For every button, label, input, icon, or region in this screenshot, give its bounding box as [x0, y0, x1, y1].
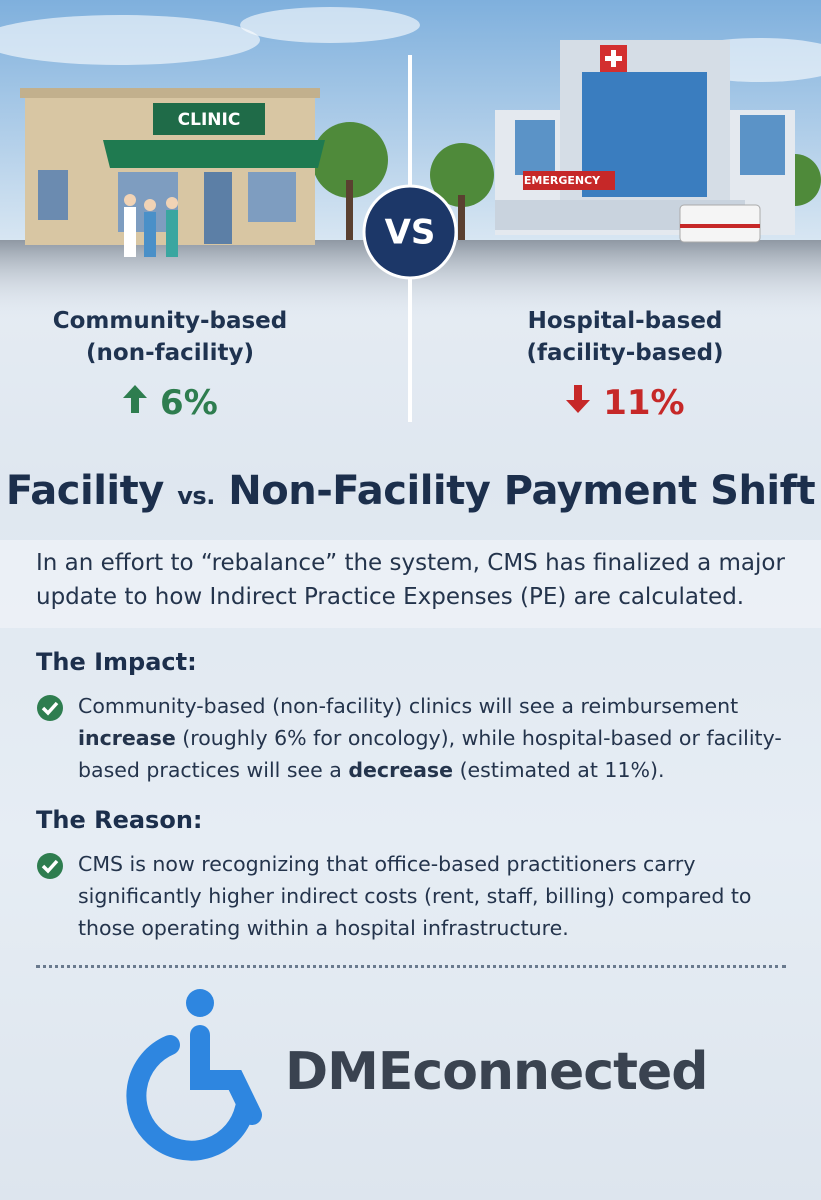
emphasis: increase: [78, 726, 176, 750]
tree: [312, 122, 388, 198]
arrow-shape: [566, 385, 591, 413]
text-segment: (roughly 6% for oncology), while hospita…: [78, 726, 782, 782]
headline-part: vs.: [177, 482, 215, 510]
clinic-sign: [153, 103, 265, 135]
person: [144, 212, 156, 257]
comparison-subtitle: (facility-based): [526, 340, 724, 366]
headline: Facility vs. Non-Facility Payment Shift: [0, 468, 821, 514]
clinic-roof: [20, 88, 320, 98]
ambulance-stripe: [680, 224, 760, 228]
section: The Reason: CMS is now recognizing that …: [36, 806, 796, 944]
check-icon: [37, 695, 63, 721]
arrow-shape: [123, 385, 148, 413]
clinic-sign-text: CLINIC: [178, 110, 241, 130]
arrow-icon: [123, 385, 148, 413]
cross: [605, 56, 622, 61]
emphasis: decrease: [348, 758, 454, 782]
logo-icon: [126, 989, 262, 1161]
text-segment: (estimated at 11%).: [453, 758, 665, 782]
change-value: 11%: [603, 383, 685, 423]
section-heading: The Impact:: [36, 648, 197, 676]
person: [124, 207, 136, 257]
change-value: 6%: [160, 383, 218, 423]
comparison: Hospital-based (facility-based) 11%: [455, 305, 795, 423]
emergency-sign: [523, 171, 615, 190]
door: [204, 172, 232, 244]
tree: [430, 143, 494, 207]
ambulance: [679, 204, 761, 243]
window: [248, 172, 296, 222]
person: [124, 194, 136, 206]
arrow: [565, 383, 591, 423]
headline-part: Facility: [5, 468, 165, 514]
vs-text: VS: [385, 213, 436, 253]
check-mark: [41, 701, 59, 716]
arrow: [122, 383, 148, 423]
section: The Impact: Community-based (non-facilit…: [36, 648, 796, 786]
section-body: Community-based (non-facility) clinics w…: [36, 690, 796, 786]
check-mark: [41, 859, 59, 874]
tree-trunk: [346, 180, 353, 240]
comparison-title: Hospital-based: [527, 308, 723, 334]
logo-body: [190, 1025, 262, 1125]
intro: In an effort to “rebalance” the system, …: [0, 540, 821, 628]
check-circle: [37, 853, 63, 879]
text-segment: CMS is now recognizing that office-based…: [78, 852, 752, 940]
text-segment: Community-based (non-facility) clinics w…: [78, 694, 739, 718]
logo-wheel: [126, 1035, 255, 1161]
dotted-divider: [36, 965, 786, 968]
window: [740, 115, 785, 175]
check-icon: [37, 853, 63, 879]
logo-text: DMEconnected: [285, 1042, 708, 1102]
comparison-subtitle: (non-facility): [86, 340, 254, 366]
window: [515, 120, 555, 175]
change: 6%: [0, 383, 340, 423]
emergency-sign-text: EMERGENCY: [524, 174, 601, 187]
section-heading: The Reason:: [36, 806, 203, 834]
window: [38, 170, 68, 220]
logo-head: [186, 989, 214, 1017]
check-circle: [37, 695, 63, 721]
comparison: Community-based (non-facility) 6%: [0, 305, 340, 423]
vs-badge: [362, 184, 458, 280]
arrow-icon: [566, 385, 591, 413]
headline-part: Non-Facility Payment Shift: [228, 468, 816, 514]
person: [166, 197, 178, 209]
cloud: [240, 7, 420, 43]
comparison-title: Community-based: [52, 308, 288, 334]
person: [144, 199, 156, 211]
tree-trunk: [458, 195, 465, 240]
person: [166, 210, 178, 257]
change: 11%: [455, 383, 795, 423]
awning: [103, 140, 325, 168]
section-body: CMS is now recognizing that office-based…: [36, 848, 796, 944]
cloud: [0, 15, 260, 65]
